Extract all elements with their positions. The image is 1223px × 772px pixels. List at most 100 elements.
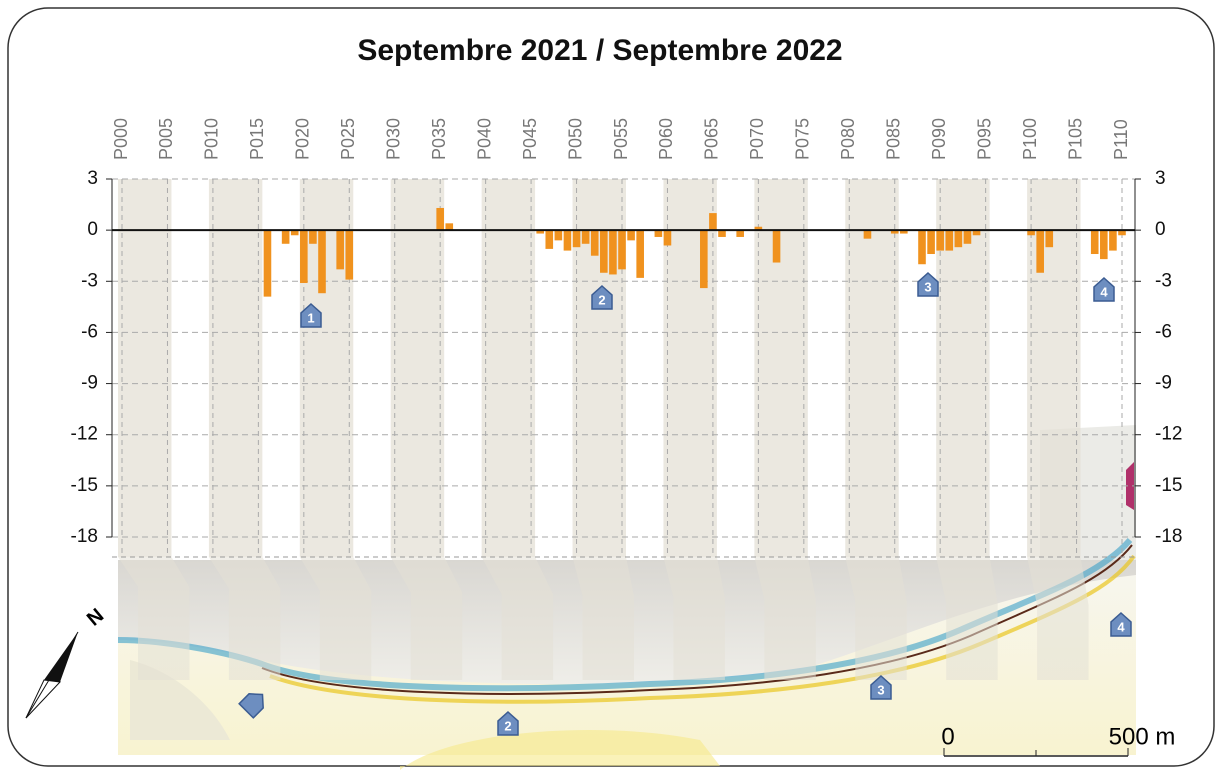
marker-arrow xyxy=(591,284,613,310)
marker-label: 4 xyxy=(1100,284,1108,299)
profile-band-projection xyxy=(663,557,725,680)
marker-arrow xyxy=(1110,611,1132,637)
profile-band xyxy=(845,179,899,557)
y-tick-label: 0 xyxy=(87,219,98,240)
marker-label: 2 xyxy=(504,718,511,733)
bar xyxy=(936,230,944,251)
bar xyxy=(918,230,926,265)
chart-title: Septembre 2021 / Septembre 2022 xyxy=(357,34,842,67)
x-tick-label: P055 xyxy=(611,118,631,160)
x-tick-label: P105 xyxy=(1065,118,1085,160)
profile-band xyxy=(1027,179,1081,557)
marker-label: 1 xyxy=(307,310,314,325)
plot: 3 3 0 0 -3 -3 -6 -6 -9 -9 -12 -12 -15 -15 -18 -18 P000 P0… xyxy=(71,118,1182,558)
marker-arrow xyxy=(870,674,892,700)
bar xyxy=(536,230,544,234)
scale-label: 0 xyxy=(941,723,954,750)
y-tick-label: -9 xyxy=(1155,373,1172,394)
profile-band-projection xyxy=(118,557,190,680)
marker-arrow xyxy=(1093,276,1115,302)
bar xyxy=(700,230,708,289)
marker: 3 xyxy=(870,674,892,700)
bar xyxy=(600,230,608,273)
y-tick-label: -15 xyxy=(71,475,98,496)
bar xyxy=(563,230,572,251)
x-tick-label: P110 xyxy=(1111,119,1131,160)
marker: 2 xyxy=(497,710,519,736)
bar xyxy=(709,213,717,231)
x-tick-label: P000 xyxy=(111,118,131,160)
marker: 4 xyxy=(1093,276,1115,302)
bar xyxy=(736,230,744,237)
bar xyxy=(754,226,763,231)
marker-arrow xyxy=(497,710,519,736)
y-tick-label: -3 xyxy=(1155,270,1172,291)
bar xyxy=(609,230,617,275)
marker: 3 xyxy=(917,271,939,297)
bar xyxy=(1036,230,1044,273)
bar xyxy=(590,230,599,256)
profile-band-projection xyxy=(936,557,998,680)
marker-label: 4 xyxy=(1117,619,1125,634)
x-tick-label: P065 xyxy=(702,118,722,160)
y-tick-label: -18 xyxy=(1155,526,1182,547)
y-tick-label: 3 xyxy=(87,168,98,189)
x-tick-label: P040 xyxy=(474,118,494,160)
x-tick-label: P005 xyxy=(156,118,176,160)
y-tick-label: -9 xyxy=(81,373,98,394)
bar xyxy=(1109,230,1117,251)
y-tick-label: -18 xyxy=(71,526,98,547)
bar xyxy=(663,230,672,246)
x-tick-label: P030 xyxy=(383,118,403,160)
profile-band xyxy=(299,179,354,557)
profile-band xyxy=(663,179,717,557)
profile-band xyxy=(118,179,172,557)
marker-label: 2 xyxy=(598,292,605,307)
bar xyxy=(290,230,299,236)
bar xyxy=(972,230,981,236)
profile-band xyxy=(390,179,445,557)
bar xyxy=(1118,230,1126,236)
y-tick-label: -15 xyxy=(1155,475,1182,496)
bar xyxy=(718,230,726,237)
marker-arrow xyxy=(300,302,322,328)
bar xyxy=(309,230,317,244)
marker: 1 xyxy=(300,302,322,328)
bar xyxy=(436,207,444,231)
marker: 2 xyxy=(591,284,613,310)
bar xyxy=(890,230,899,234)
y-tick-label: -3 xyxy=(81,270,98,291)
marker-label: 3 xyxy=(924,279,931,294)
x-tick-label: P010 xyxy=(202,118,222,160)
bar xyxy=(1100,230,1108,260)
y-tick-label: -12 xyxy=(1155,424,1182,445)
bar xyxy=(545,230,554,249)
y-tick-label: 3 xyxy=(1155,168,1166,189)
bar xyxy=(554,230,563,241)
bar xyxy=(954,230,963,248)
y-tick-label: 0 xyxy=(1155,219,1166,240)
bar xyxy=(927,230,935,255)
marker: 4 xyxy=(1110,611,1132,637)
north-arrow-tail xyxy=(25,679,62,719)
profile-band-projection xyxy=(845,557,907,680)
x-tick-label: P045 xyxy=(520,118,540,160)
x-tick-label: P050 xyxy=(565,118,585,160)
bar xyxy=(900,230,908,234)
x-tick-label: P095 xyxy=(974,118,994,160)
bar xyxy=(318,230,326,294)
bar xyxy=(263,230,272,297)
profile-band-projection xyxy=(1027,557,1089,680)
profile-band-projection xyxy=(481,557,554,680)
scale-bar: 0 500 m xyxy=(941,723,1175,757)
x-tick-label: P100 xyxy=(1020,118,1040,160)
x-tick-label: P035 xyxy=(429,118,449,160)
bar xyxy=(345,230,354,280)
x-tick-label: P060 xyxy=(656,118,676,160)
bar xyxy=(445,223,454,231)
x-tick-label: P090 xyxy=(929,118,949,160)
x-tick-label: P020 xyxy=(293,118,313,160)
bar xyxy=(1045,230,1054,248)
profile-band xyxy=(481,179,536,557)
